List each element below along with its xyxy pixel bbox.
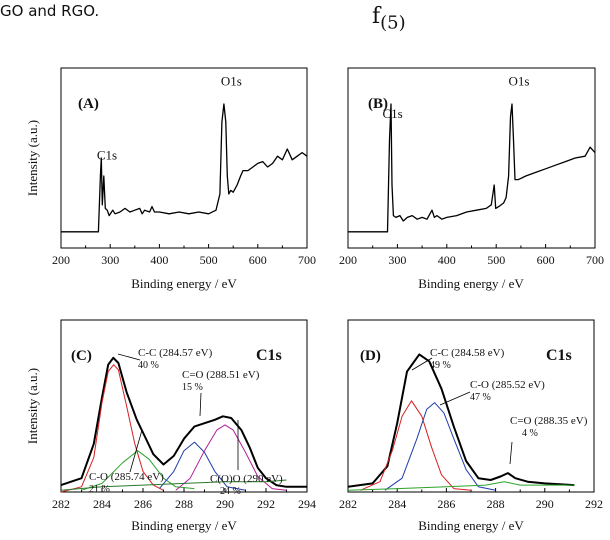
panel-c-label: (C) <box>71 348 92 364</box>
panel-c-series <box>60 356 307 493</box>
panel-d-xtick-label: 288 <box>487 497 505 511</box>
panel-a-series-0 <box>61 103 308 233</box>
panel-c-anno-cc: C-C (284.57 eV) <box>138 347 213 359</box>
panel-d-xlabel: Binding energy / eV <box>418 518 524 533</box>
panel-d-arrow-cc <box>411 357 433 371</box>
panel-c-series-3 <box>159 441 246 491</box>
top-caption: GO and RGO. <box>0 2 100 20</box>
figure-label: f(5) <box>372 4 406 33</box>
panel-b-xtick-label: 300 <box>388 253 406 267</box>
panel-c-anno-coo: C(O)O (290 eV) <box>210 473 283 485</box>
panel-c-arrow-co <box>129 429 143 473</box>
panel-b-series-0 <box>348 103 596 233</box>
panel-a-xtick-label: 700 <box>298 253 316 267</box>
panel-d-xtick-label: 282 <box>339 497 357 511</box>
panel-b-frame <box>347 67 596 249</box>
panel-b-xtick-label: 400 <box>438 253 456 267</box>
figure-label-main: f <box>372 4 381 29</box>
panel-c-xtick-label: 290 <box>216 497 234 511</box>
panel-b-annotations: C1s O1s <box>382 73 529 121</box>
panel-b-xtick-label: 600 <box>537 253 555 267</box>
panel-c-series-0 <box>60 356 307 488</box>
panel-d-series-3 <box>347 481 575 491</box>
panel-c-anno-coo-pct: 24 % <box>220 486 241 497</box>
panel-b-peak-label: C1s <box>382 106 402 121</box>
panel-c: (C) C1s Intensity (a.u.) Binding energy … <box>25 319 316 533</box>
panel-c-xtick-label: 284 <box>93 497 111 511</box>
figure-label-sub: (5) <box>380 12 406 34</box>
panel-c-series-5 <box>60 479 287 491</box>
panel-d-xtick-label: 286 <box>437 497 455 511</box>
panel-b-xtick-label: 700 <box>586 253 604 267</box>
panel-d-arrow-co <box>439 391 471 406</box>
panel-d-label: (D) <box>360 348 381 364</box>
panel-d-series-1 <box>360 400 472 491</box>
panel-d-xtick-label: 292 <box>585 497 603 511</box>
panel-b-peak-label: O1s <box>509 73 530 88</box>
panel-c-anno-co2-pct: 15 % <box>182 382 203 393</box>
panel-d-anno-co-pct: 47 % <box>470 392 491 403</box>
panel-d-arrow-co2 <box>509 441 513 465</box>
panel-a-peak-label: C1s <box>97 147 117 162</box>
panel-c-xtick-label: 286 <box>134 497 152 511</box>
panel-a: (A) Intensity (a.u.) Binding energy / eV… <box>25 67 316 291</box>
panel-d-series-2 <box>384 402 496 491</box>
panel-c-anno-co: C-O (285.74 eV) <box>89 471 164 483</box>
panel-d-anno-co: C-O (285.52 eV) <box>470 379 545 391</box>
panel-d-series <box>347 353 575 491</box>
panel-b-xtick-label: 500 <box>487 253 505 267</box>
panel-a-xtick-label: 200 <box>52 253 70 267</box>
panel-a-xtick-label: 400 <box>150 253 168 267</box>
panel-a-label: (A) <box>78 96 99 112</box>
panel-a-xtick-label: 300 <box>101 253 119 267</box>
panel-d-xtick-label: 284 <box>388 497 406 511</box>
panel-b-series <box>348 103 596 233</box>
panel-a-ylabel: Intensity (a.u.) <box>25 120 40 196</box>
panel-a-series <box>61 103 308 233</box>
panel-b-xlabel: Binding energy / eV <box>418 276 524 291</box>
panel-b-label: (B) <box>368 96 388 112</box>
panel-c-ylabel: Intensity (a.u.) <box>25 368 40 444</box>
panel-c-xtick-label: 282 <box>52 497 70 511</box>
panel-d: (D) C1s Binding energy / eV 282 284 286 288… <box>339 319 603 533</box>
panel-c-series-2 <box>81 450 195 491</box>
panel-c-anno-co-pct: 21 % <box>89 484 110 495</box>
panel-b-xtick-label: 200 <box>339 253 357 267</box>
panel-d-series-0 <box>347 353 575 488</box>
panel-c-xtick-label: 288 <box>175 497 193 511</box>
panel-c-arrow-co2 <box>199 392 202 417</box>
panel-d-anno-co2: C=O (288.35 eV) <box>510 415 588 427</box>
panel-b-ticks: 200 300 400 500 600 700 <box>339 244 604 267</box>
panel-c-frame <box>60 319 308 493</box>
panel-c-xtick-label: 292 <box>257 497 275 511</box>
panel-c-arrow-cc <box>117 353 141 361</box>
panel-c-xlabel: Binding energy / eV <box>131 518 237 533</box>
panel-d-anno-co2-pct: 4 % <box>522 428 538 439</box>
panel-d-ticks: 282 284 286 288 290 292 <box>339 488 603 511</box>
panel-d-anno-cc: C-C (284.58 eV) <box>430 347 505 359</box>
panel-c-element-label: C1s <box>256 347 282 364</box>
panel-a-xtick-label: 500 <box>200 253 218 267</box>
panel-d-element-label: C1s <box>546 347 572 364</box>
panel-c-xtick-label: 294 <box>298 497 316 511</box>
panel-a-ticks: 200 300 400 500 600 700 <box>52 244 316 267</box>
panel-a-annotations: C1s O1s <box>97 73 242 162</box>
panel-d-anno-cc-pct: 49 % <box>430 360 451 371</box>
panel-d-xtick-label: 290 <box>536 497 554 511</box>
panel-c-anno-cc-pct: 40 % <box>138 360 159 371</box>
panel-c-ticks: 282 284 286 288 290 292 294 <box>52 488 316 511</box>
panel-c-series-1 <box>60 364 164 493</box>
panel-c-series-4 <box>175 424 287 491</box>
panel-b: (B) Binding energy / eV 200 300 400 500 600 7… <box>339 67 604 291</box>
panel-a-xlabel: Binding energy / eV <box>131 276 237 291</box>
panel-a-xtick-label: 600 <box>249 253 267 267</box>
panel-c-anno-co2: C=O (288.51 eV) <box>182 369 260 381</box>
panel-a-peak-label: O1s <box>221 73 242 88</box>
